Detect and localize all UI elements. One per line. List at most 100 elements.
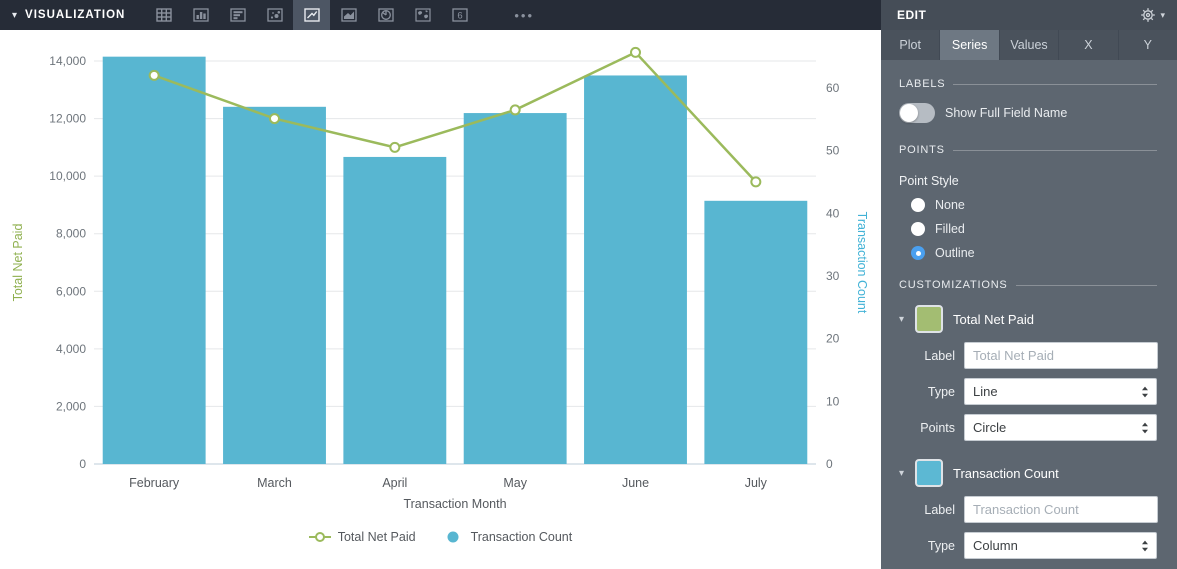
points-section-header: POINTS — [899, 144, 1157, 156]
scatter-plot-icon[interactable] — [256, 0, 293, 30]
chevron-down-icon: ▾ — [1160, 9, 1165, 20]
tab-series[interactable]: Series — [940, 30, 1000, 60]
series2-type-select[interactable]: Column — [964, 532, 1157, 559]
point-style-none-radio[interactable]: None — [911, 198, 1157, 212]
right-axis-title: Transaction Count — [855, 212, 869, 314]
bar-march[interactable] — [223, 106, 326, 465]
bar-april[interactable] — [343, 156, 447, 464]
horizontal-bar-chart-icon[interactable] — [219, 0, 256, 30]
series1-points-row: Points Circle — [899, 414, 1157, 441]
x-tick-label: May — [503, 476, 527, 490]
gear-icon — [1141, 8, 1156, 22]
toggle-label: Show Full Field Name — [945, 106, 1068, 120]
bar-february[interactable] — [102, 56, 206, 465]
right-axis-tick: 60 — [826, 81, 840, 95]
series2-label-input[interactable] — [964, 496, 1158, 523]
single-value-icon[interactable]: 6 — [441, 0, 478, 30]
visualization-collapse-button[interactable]: ▾ VISUALIZATION — [12, 9, 125, 21]
edit-panel-header: EDIT ▾ — [881, 0, 1177, 30]
tab-x[interactable]: X — [1059, 30, 1119, 60]
panel-tabs: Plot Series Values X Y — [881, 30, 1177, 60]
legend-item-total-net-paid[interactable]: Total Net Paid — [308, 530, 416, 544]
left-axis-tick: 4,000 — [56, 342, 86, 356]
tab-plot[interactable]: Plot — [881, 30, 941, 60]
series-transaction-count-header[interactable]: ▾ Transaction Count — [899, 459, 1157, 487]
series2-label-row: Label — [899, 496, 1158, 523]
right-axis-tick: 30 — [826, 269, 840, 283]
series-color-swatch[interactable] — [915, 459, 943, 487]
column-chart-icon[interactable] — [182, 0, 219, 30]
right-axis-tick: 50 — [826, 144, 840, 158]
point-february[interactable] — [148, 69, 160, 81]
series-color-swatch[interactable] — [915, 305, 943, 333]
left-axis-tick: 0 — [79, 457, 86, 471]
table-icon[interactable] — [145, 0, 182, 30]
visualization-toolbar: ▾ VISUALIZATION — [0, 0, 881, 30]
chart-type-picker: 6 — [145, 0, 478, 30]
line-marker-icon — [308, 532, 331, 542]
select-stepper-icon — [1142, 422, 1148, 433]
toolbar-title: VISUALIZATION — [25, 9, 126, 21]
radio-icon — [911, 222, 925, 236]
point-april[interactable] — [389, 141, 401, 153]
toggle-knob — [900, 104, 918, 122]
point-march[interactable] — [269, 113, 280, 125]
series1-label-row: Label — [899, 342, 1158, 369]
right-axis-tick: 10 — [826, 394, 840, 408]
left-axis-tick: 12,000 — [49, 112, 86, 126]
left-axis-tick: 6,000 — [56, 284, 86, 298]
pie-chart-icon[interactable] — [367, 0, 404, 30]
series1-type-row: Type Line — [899, 378, 1157, 405]
series2-type-row: Type Column — [899, 532, 1157, 559]
left-axis-title: Total Net Paid — [11, 224, 25, 302]
x-tick-label: July — [745, 476, 768, 490]
point-june[interactable] — [630, 46, 641, 58]
point-july[interactable] — [750, 176, 762, 188]
radio-icon — [911, 198, 925, 212]
series1-label-input[interactable] — [964, 342, 1158, 369]
x-axis-title: Transaction Month — [403, 497, 506, 511]
tab-values[interactable]: Values — [1000, 30, 1060, 60]
panel-title: EDIT — [897, 8, 927, 22]
labels-section-header: LABELS — [899, 78, 1157, 90]
select-stepper-icon — [1142, 386, 1148, 397]
left-axis-tick: 8,000 — [56, 227, 86, 241]
combo-chart: 0 2,000 4,000 6,000 8,000 10,000 12,000 14,000 0… — [11, 46, 869, 511]
more-icon[interactable]: ••• — [514, 7, 534, 23]
show-full-field-name-toggle[interactable]: Show Full Field Name — [899, 103, 1157, 123]
point-style-label: Point Style — [899, 174, 959, 188]
area-chart-icon[interactable] — [330, 0, 367, 30]
series-total-net-paid-header[interactable]: ▾ Total Net Paid — [899, 305, 1157, 333]
chevron-down-icon: ▾ — [12, 9, 18, 21]
svg-text:6: 6 — [457, 10, 462, 21]
line-chart-icon[interactable] — [293, 0, 331, 30]
series1-points-select[interactable]: Circle — [964, 414, 1157, 441]
settings-menu-button[interactable]: ▾ — [1140, 7, 1165, 23]
right-axis-tick: 20 — [826, 332, 840, 346]
chart-canvas: 0 2,000 4,000 6,000 8,000 10,000 12,000 14,000 0… — [0, 30, 881, 569]
panel-body: LABELS Show Full Field Name POINTS Point… — [881, 60, 1177, 559]
right-axis-tick: 40 — [826, 206, 840, 220]
point-style-filled-radio[interactable]: Filled — [911, 222, 1157, 236]
toggle-track[interactable] — [899, 103, 935, 123]
radio-selected-icon — [911, 246, 925, 260]
customizations-section-header: CUSTOMIZATIONS — [899, 279, 1157, 291]
point-may[interactable] — [509, 104, 521, 116]
bar-july[interactable] — [704, 200, 808, 465]
legend-label: Total Net Paid — [337, 530, 416, 544]
map-icon[interactable] — [404, 0, 441, 30]
select-stepper-icon — [1142, 540, 1148, 551]
chevron-down-icon[interactable]: ▾ — [899, 313, 905, 325]
legend-item-transaction-count[interactable]: Transaction Count — [442, 530, 572, 544]
tab-y[interactable]: Y — [1143, 38, 1152, 52]
series1-type-select[interactable]: Line — [964, 378, 1157, 405]
line-series — [153, 50, 757, 183]
x-tick-label: April — [382, 476, 407, 490]
bar-june[interactable] — [584, 75, 687, 464]
chevron-down-icon[interactable]: ▾ — [899, 467, 905, 479]
point-style-outline-radio[interactable]: Outline — [911, 246, 1157, 260]
left-axis-tick: 2,000 — [56, 399, 86, 413]
left-axis-tick: 10,000 — [49, 169, 86, 183]
bar-may[interactable] — [463, 113, 567, 465]
